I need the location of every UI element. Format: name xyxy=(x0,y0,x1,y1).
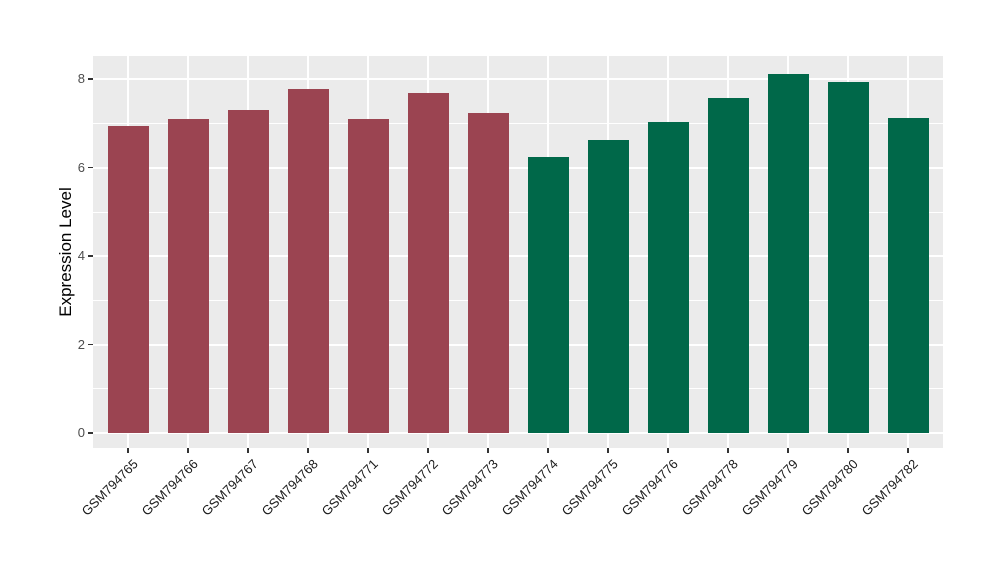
x-tick-mark xyxy=(727,448,729,453)
x-tick-mark xyxy=(607,448,609,453)
x-tick-mark xyxy=(547,448,549,453)
x-tick-mark xyxy=(847,448,849,453)
y-tick-mark xyxy=(88,432,93,434)
gridline-minor xyxy=(93,388,943,390)
x-tick-mark xyxy=(427,448,429,453)
bar xyxy=(527,156,569,433)
bar xyxy=(827,82,869,433)
y-tick-mark xyxy=(88,78,93,80)
x-tick-mark xyxy=(127,448,129,453)
x-tick-mark xyxy=(247,448,249,453)
y-tick-label: 8 xyxy=(77,71,85,87)
y-tick-label: 2 xyxy=(77,336,85,352)
x-tick-label: GSM794773 xyxy=(438,456,501,519)
y-tick-mark xyxy=(88,166,93,169)
y-tick-mark xyxy=(88,255,93,257)
y-tick-label: 4 xyxy=(77,248,85,264)
x-tick-label: GSM794782 xyxy=(858,456,921,519)
x-tick-mark xyxy=(487,448,489,453)
x-tick-mark xyxy=(307,448,309,453)
gridline-major xyxy=(93,78,943,81)
y-tick-label: 0 xyxy=(77,425,85,440)
x-tick-label: GSM794772 xyxy=(378,456,441,519)
x-tick-label: GSM794780 xyxy=(798,456,861,519)
bar xyxy=(287,88,329,433)
x-tick-label: GSM794767 xyxy=(198,456,261,519)
x-tick-label: GSM794771 xyxy=(318,456,381,519)
gridline-major xyxy=(93,166,943,169)
bar xyxy=(587,139,629,433)
gridline-minor xyxy=(93,211,943,213)
x-tick-mark xyxy=(667,448,669,453)
x-tick-label: GSM794775 xyxy=(558,456,621,519)
x-tick-label: GSM794779 xyxy=(738,456,801,519)
plot-panel xyxy=(93,56,943,448)
x-tick-label: GSM794766 xyxy=(138,456,201,519)
bar xyxy=(647,121,689,433)
x-tick-label: GSM794768 xyxy=(258,456,321,519)
bar xyxy=(407,92,449,433)
gridline-major xyxy=(93,432,943,434)
bar xyxy=(467,112,509,433)
x-tick-label: GSM794774 xyxy=(498,456,561,519)
bar xyxy=(707,97,749,433)
y-tick-mark xyxy=(88,343,93,346)
x-tick-mark xyxy=(907,448,909,453)
x-tick-mark xyxy=(367,448,369,453)
gridline-minor xyxy=(93,299,943,301)
gridline-major xyxy=(93,255,943,258)
bar xyxy=(107,126,149,433)
x-tick-mark xyxy=(787,448,789,453)
x-tick-label: GSM794765 xyxy=(78,456,141,519)
gridline-major xyxy=(93,343,943,346)
bar xyxy=(347,119,389,433)
x-tick-label: GSM794776 xyxy=(618,456,681,519)
bar xyxy=(767,74,809,433)
y-tick-label: 6 xyxy=(77,159,85,175)
bar xyxy=(887,117,929,433)
bar xyxy=(167,119,209,433)
bar xyxy=(227,109,269,433)
x-tick-label: GSM794778 xyxy=(678,456,741,519)
gridline-minor xyxy=(93,123,943,125)
x-tick-mark xyxy=(187,448,189,453)
